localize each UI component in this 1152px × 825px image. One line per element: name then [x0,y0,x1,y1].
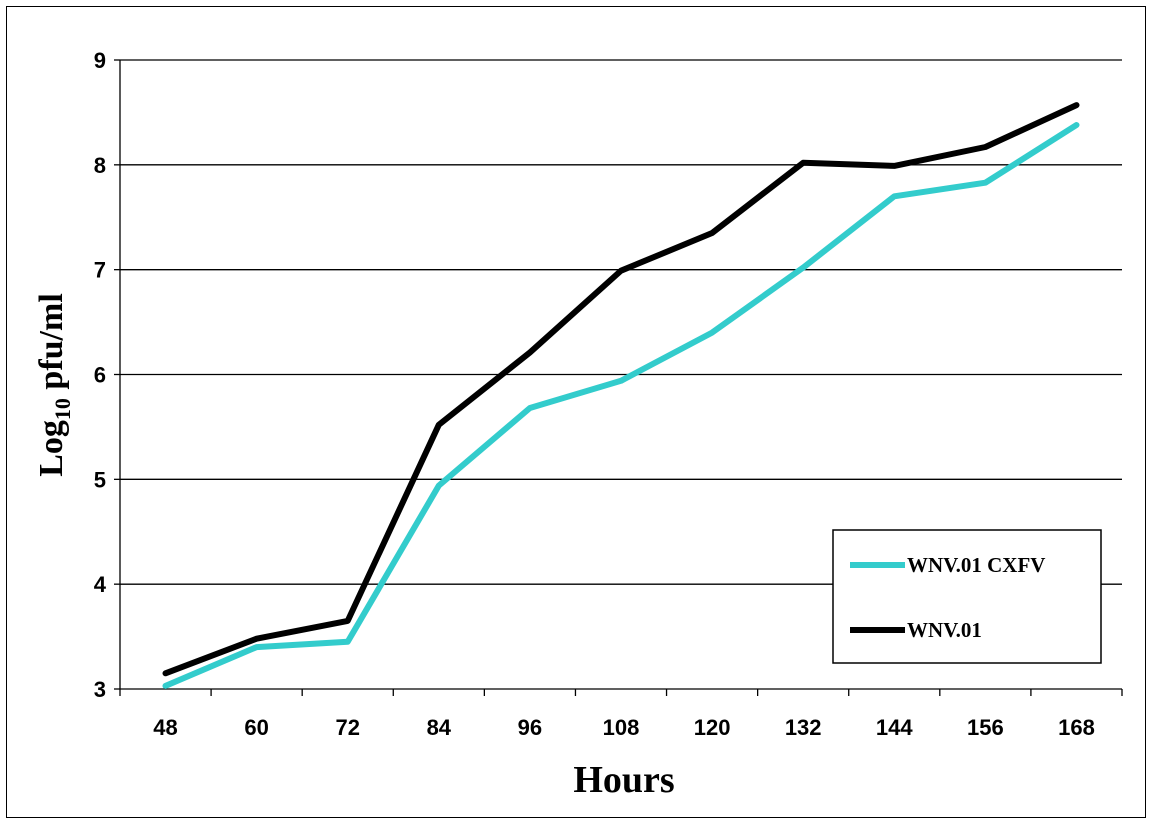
grid-lines [120,59,1122,585]
x-tick-label: 132 [785,715,822,740]
y-axis-title-main: Log [33,420,70,477]
y-tick-labels: 3 4 5 6 7 8 9 [94,48,107,702]
x-tick-label: 72 [335,715,359,740]
legend-box [832,529,1102,664]
y-tick-label: 5 [94,467,106,492]
y-tick-label: 6 [94,363,106,388]
x-tick-label: 84 [427,715,452,740]
y-axis-title-subscript: 10 [50,398,75,420]
y-axis-title: Log10 pfu/ml [33,293,75,477]
x-tick-label: 96 [518,715,542,740]
x-tick-label: 168 [1058,715,1095,740]
x-tick-label: 156 [967,715,1004,740]
y-tick-label: 3 [94,677,106,702]
y-tick-label: 4 [94,572,107,597]
y-tick-label: 8 [94,153,106,178]
x-tick-labels: 48 60 72 84 96 108 120 132 144 156 168 [153,715,1095,740]
legend-label-wnv01: WNV.01 [907,618,982,642]
x-axis-title: Hours [573,759,674,801]
x-tick-label: 48 [153,715,177,740]
y-tick-label: 9 [94,48,106,73]
series-lines [162,102,1080,689]
y-axis-title-unit: pfu/ml [33,293,70,398]
x-tick-label: 144 [876,715,913,740]
y-tick-label: 7 [94,258,106,283]
chart-frame [6,6,1146,818]
legend-label-cxfv: WNV.01 CXFV [907,553,1045,577]
x-tick-label: 108 [603,715,640,740]
legend: WNV.01 CXFV WNV.01 [832,529,1102,664]
x-tick-label: 60 [244,715,268,740]
x-tick-label: 120 [694,715,731,740]
axes [114,59,1123,696]
